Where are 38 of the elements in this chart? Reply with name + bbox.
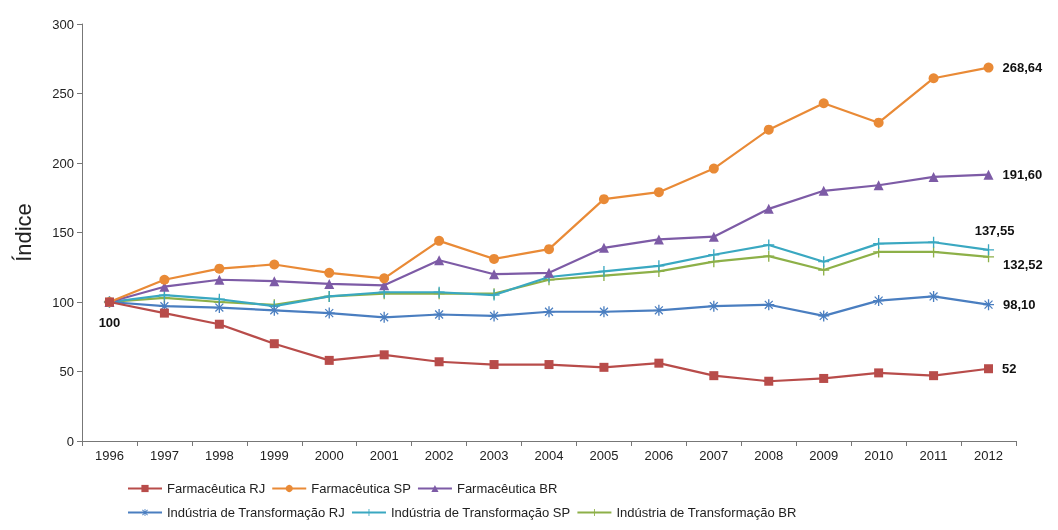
data-label: 52 xyxy=(1002,361,1017,377)
x-tick-label: 2006 xyxy=(644,448,674,463)
data-label: 191,60 xyxy=(1002,167,1043,183)
y-tick-label: 0 xyxy=(66,433,74,449)
legend-label: Farmacêutica RJ xyxy=(167,481,266,496)
data-label: 100 xyxy=(98,314,121,330)
x-tick-label: 1996 xyxy=(95,448,124,463)
x-tick-label: 2009 xyxy=(809,448,839,463)
x-tick-label: 2011 xyxy=(919,448,948,463)
legend-label: Farmacêutica BR xyxy=(456,481,558,496)
y-tick-label: 150 xyxy=(52,225,74,240)
x-tick-label: 2010 xyxy=(864,448,894,463)
x-tick-label: 2008 xyxy=(754,448,784,463)
y-axis-title: Índice xyxy=(10,203,36,262)
legend-label: Farmacêutica SP xyxy=(311,481,411,496)
y-tick-label: 50 xyxy=(59,364,74,379)
legend-label: Indústria de Transformação RJ xyxy=(167,505,345,520)
x-tick-label: 2002 xyxy=(424,448,454,463)
x-tick-label: 2007 xyxy=(699,448,729,463)
x-tick-label: 1997 xyxy=(149,448,179,463)
y-tick-label: 300 xyxy=(52,16,74,32)
x-tick-label: 2000 xyxy=(314,448,344,463)
y-tick-label: 100 xyxy=(52,294,74,310)
data-label: 132,52 xyxy=(1003,257,1043,273)
data-label: 137,55 xyxy=(974,223,1015,239)
x-tick-label: 2012 xyxy=(974,448,1003,463)
y-tick-label: 250 xyxy=(52,86,74,101)
y-tick-label: 200 xyxy=(52,155,74,171)
data-label: 98,10 xyxy=(1003,297,1036,313)
x-tick-label: 1999 xyxy=(259,448,289,463)
legend-label: Indústria de Transformação BR xyxy=(616,505,797,520)
data-label: 268,64 xyxy=(1002,60,1044,76)
x-tick-label: 1998 xyxy=(204,448,234,463)
x-tick-label: 2005 xyxy=(589,448,619,463)
legend-label: Indústria de Transformação SP xyxy=(390,505,571,520)
x-tick-label: 2004 xyxy=(534,448,564,463)
x-tick-label: 2003 xyxy=(479,448,509,463)
x-tick-label: 2001 xyxy=(369,448,399,463)
